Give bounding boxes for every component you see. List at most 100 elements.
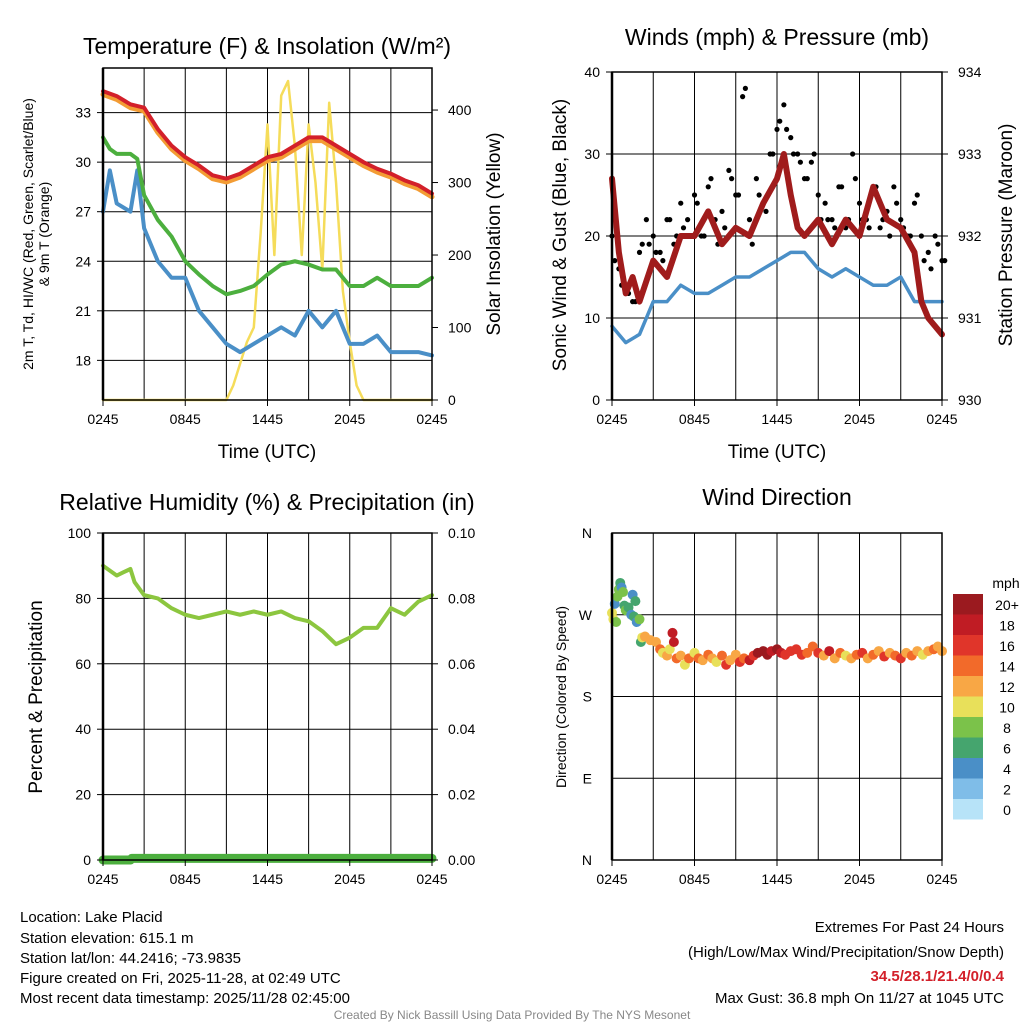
direction-point [630,596,641,607]
x-tick-label: 2045 [844,871,875,887]
gust-point [685,217,691,223]
gust-point [894,200,900,206]
footer-elevation: Station elevation: 615.1 m [20,930,193,947]
gust-point [811,151,817,157]
speed-color-legend: mph 20+ 18 16 14 12 10 8 6 4 2 0 [953,575,1020,820]
gust-point [726,167,732,173]
y-tick-label: 100 [68,525,92,541]
gust-point [653,249,659,255]
gust-point [891,184,897,190]
y-tick-label: 80 [75,590,91,606]
y-tick-label: 20 [584,228,600,244]
gust-point [932,233,938,239]
footer: Location: Lake Placid Station elevation:… [20,909,1005,1022]
y2-tick-label: 0.10 [448,525,475,541]
legend-label: 8 [1003,720,1011,736]
plot-area [609,85,948,345]
gust-point [925,249,931,255]
direction-point [618,587,628,598]
legend-label: 20+ [995,597,1019,613]
y2-tick-label: 0.00 [448,852,475,868]
x-tick-label: 0245 [87,411,118,427]
x-tick-label: 0845 [170,411,201,427]
gust-point [781,102,787,108]
panel-title: Relative Humidity (%) & Precipitation (i… [59,489,474,515]
gust-point [825,217,831,223]
x-tick-label: 2045 [334,411,365,427]
legend-swatch [953,614,983,635]
gust-point [708,176,714,182]
x-tick-label: 0845 [679,411,710,427]
gridlines [103,533,432,860]
y2-tick-label: 0.02 [448,787,475,803]
x-tick-label: 1445 [761,871,792,887]
y-tick-label: 0 [83,852,91,868]
legend-swatch [953,737,983,758]
direction-point [651,637,661,647]
y-tick-label: W [579,607,593,623]
gust-point [921,258,927,264]
gust-point [788,135,794,141]
y2-tick-label: 300 [448,175,472,191]
legend-swatch [953,676,983,697]
legend-swatch [953,594,983,615]
x-tick-label: 0845 [170,871,201,887]
gust-point [784,126,790,132]
gust-point [839,184,845,190]
x-tick-label: 1445 [252,411,283,427]
y-tick-label: E [583,770,592,786]
gridlines [612,533,942,860]
gust-point [850,151,856,157]
y-tick-label: 24 [75,253,91,269]
gust-point [636,249,643,255]
x-tick-label: 0245 [596,411,627,427]
legend-title: mph [992,575,1019,591]
humidity-precipitation-panel: Relative Humidity (%) & Precipitation (i… [26,489,475,887]
gust-point [660,258,666,264]
y-axis-label: 2m T, Td, HI/WC (Red, Green, Scarlet/Blu… [20,98,36,370]
y-axis-label: Percent & Precipitation [26,600,47,793]
station-pressure-line [609,151,945,338]
legend-swatch [953,635,983,656]
x-tick-label: 0245 [926,411,957,427]
y-tick-label: 10 [584,310,600,326]
dewpoint-line [101,135,434,297]
gust-point [829,217,835,223]
y-tick-label: 20 [75,787,91,803]
direction-point [634,614,645,625]
gust-point [722,225,728,231]
gust-point [680,225,687,231]
legend-label: 16 [999,638,1015,654]
y2-tick-label: 100 [448,320,472,336]
gust-point [742,85,748,91]
y2-tick-label: 931 [958,310,982,326]
x-tick-label: 0245 [87,871,118,887]
gridlines [612,72,942,400]
x-axis-label: Time (UTC) [728,442,827,463]
y2-tick-label: 0 [448,392,456,408]
gust-point [808,159,814,165]
legend-label: 12 [999,679,1015,695]
gust-point [877,225,883,231]
gust-point [740,94,746,100]
footer-latlon: Station lat/lon: 44.2416; -73.9835 [20,950,241,967]
gust-point [643,217,649,223]
gust-point [935,241,941,247]
gust-point [815,192,821,198]
legend-label: 10 [999,700,1015,716]
y-tick-label: 18 [75,352,91,368]
gust-point [911,200,918,206]
plot-area [100,79,435,402]
legend-swatch [953,655,983,676]
legend-label: 2 [1003,782,1011,798]
panel-title: Wind Direction [702,484,852,510]
y-tick-label: 30 [584,146,600,162]
y-tick-label: S [583,689,592,705]
gust-point [942,258,948,264]
legend-swatch [953,758,983,779]
max-gust: Max Gust: 36.8 mph On 11/27 at 1045 UTC [715,990,1004,1007]
legend-swatch [953,696,983,717]
legend-swatch [953,799,983,820]
y-tick-label: N [582,852,592,868]
x-tick-label: 0245 [416,871,447,887]
